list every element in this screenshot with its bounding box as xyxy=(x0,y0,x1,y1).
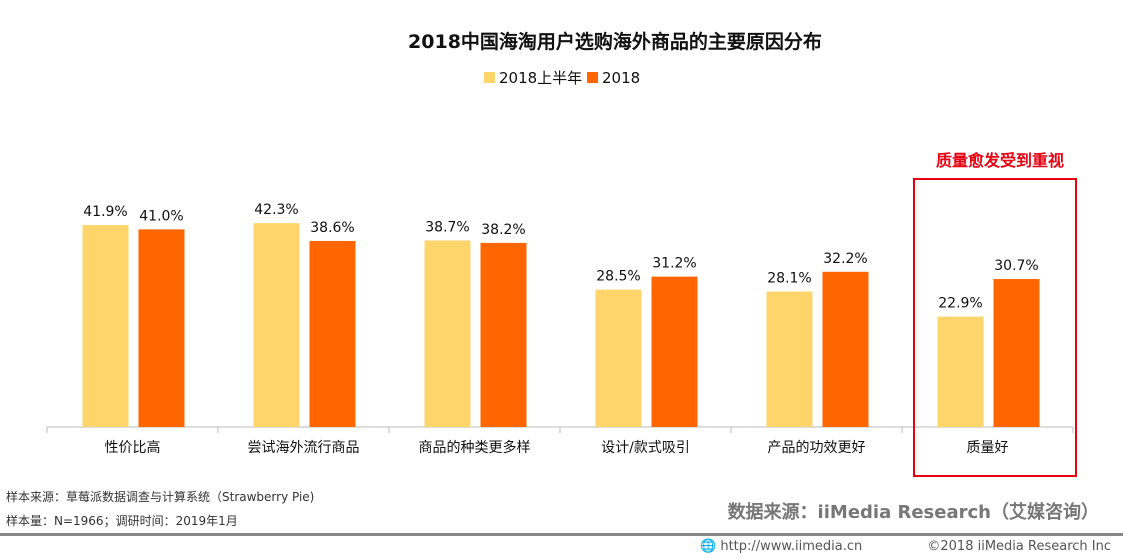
globe-icon: 🌐 xyxy=(700,539,717,554)
data-label: 32.2% xyxy=(823,251,867,267)
data-source: 数据来源：iiMedia Research（艾媒咨询） xyxy=(727,502,1099,523)
chart-title: 2018中国海淘用户选购海外商品的主要原因分布 xyxy=(408,30,822,53)
bar xyxy=(822,271,869,427)
bar xyxy=(766,291,813,427)
data-label: 38.7% xyxy=(425,219,469,235)
legend-label: 2018 xyxy=(602,69,640,87)
x-tick-label: 设计/款式吸引 xyxy=(601,440,690,456)
sample-size: 样本量：N=1966；调研时间：2019年1月 xyxy=(6,514,238,528)
highlight-box xyxy=(913,178,1077,477)
legend-label: 2018上半年 xyxy=(499,69,582,87)
x-tick-label: 性价比高 xyxy=(105,439,161,456)
data-label: 38.2% xyxy=(481,222,525,238)
bar xyxy=(937,316,984,427)
bar xyxy=(651,276,698,427)
x-tick-label: 商品的种类更多样 xyxy=(419,439,531,456)
data-label: 28.1% xyxy=(767,271,811,287)
bar xyxy=(993,279,1040,427)
data-label: 41.0% xyxy=(139,208,183,224)
data-label: 22.9% xyxy=(938,296,982,312)
website-link[interactable]: 🌐 http://www.iimedia.cn xyxy=(700,539,863,554)
data-label: 42.3% xyxy=(254,202,298,218)
data-label: 41.9% xyxy=(83,204,127,220)
bar xyxy=(424,240,471,427)
data-label: 28.5% xyxy=(596,269,640,285)
bar xyxy=(138,229,185,427)
sample-source: 样本来源：草莓派数据调查与计算系统（Strawberry Pie) xyxy=(6,490,315,504)
legend-swatch xyxy=(484,72,495,83)
bar xyxy=(82,225,129,427)
annotation-text: 质量愈发受到重视 xyxy=(936,151,1064,170)
copyright: ©2018 iiMedia Research Inc xyxy=(927,539,1111,554)
bar xyxy=(595,289,642,427)
data-label: 31.2% xyxy=(652,256,696,272)
footer-divider xyxy=(0,533,1123,536)
bar xyxy=(309,240,356,427)
bar xyxy=(253,223,300,427)
bar xyxy=(480,242,527,427)
data-label: 38.6% xyxy=(310,220,354,236)
data-label: 30.7% xyxy=(994,258,1038,274)
x-tick-label: 产品的功效更好 xyxy=(768,440,866,456)
x-tick-label: 质量好 xyxy=(967,440,1009,456)
x-tick-label: 尝试海外流行商品 xyxy=(248,440,360,456)
legend-swatch xyxy=(587,72,598,83)
